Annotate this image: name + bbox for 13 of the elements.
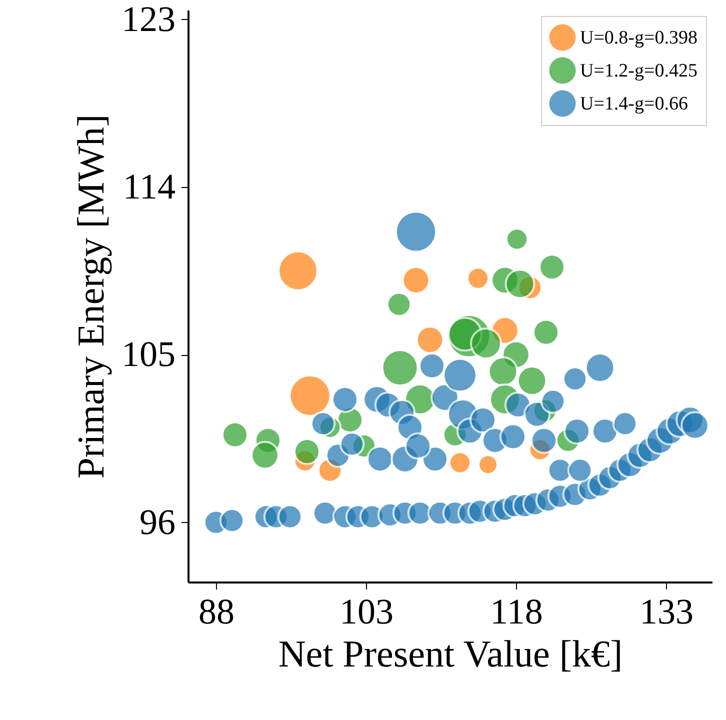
y-axis-title: Primary Energy [MWh] bbox=[70, 114, 112, 479]
x-tick-label: 118 bbox=[490, 592, 543, 632]
y-tick-label: 96 bbox=[140, 502, 176, 542]
y-tick-label: 123 bbox=[122, 0, 176, 39]
y-tick-label: 114 bbox=[122, 166, 176, 207]
legend-label: U=0.8-g=0.398 bbox=[580, 28, 698, 48]
x-axis-title: Net Present Value [k€] bbox=[278, 634, 623, 676]
y-tick-label: 105 bbox=[122, 334, 176, 374]
x-tick-label: 88 bbox=[198, 592, 234, 632]
legend-label: U=1.2-g=0.425 bbox=[580, 60, 698, 82]
x-tick-label: 133 bbox=[640, 592, 694, 632]
x-tick-label: 103 bbox=[340, 592, 394, 632]
legend-label: U=1.4-g=0.66 bbox=[580, 94, 688, 114]
